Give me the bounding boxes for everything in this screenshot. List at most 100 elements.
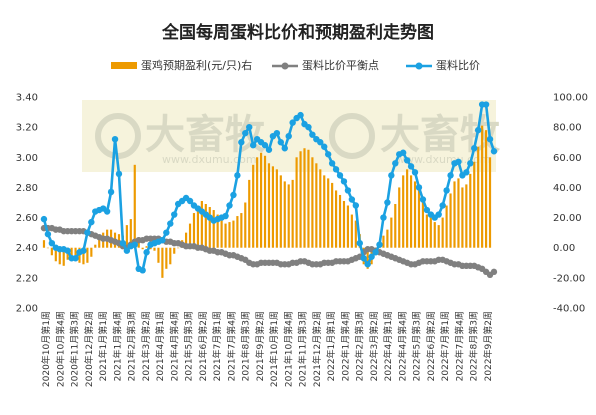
profit-bar xyxy=(331,182,334,248)
y-left-tick-label: 3.20 xyxy=(16,123,38,134)
ratio-point xyxy=(249,142,257,149)
profit-bar xyxy=(165,247,168,269)
profit-bar xyxy=(271,166,275,248)
profit-bar xyxy=(338,194,342,248)
ratio-point xyxy=(167,220,174,227)
ratio-point xyxy=(265,146,273,153)
ratio-point xyxy=(242,129,249,137)
x-tick-label: 2022年8月第3周 xyxy=(468,311,480,381)
y-right-tick-label: 0.00 xyxy=(553,243,575,254)
profit-bar xyxy=(417,187,421,248)
ratio-point xyxy=(328,160,336,167)
profit-bar xyxy=(327,178,330,248)
profit-bar xyxy=(366,247,369,269)
ratio-point xyxy=(376,241,383,248)
profit-bar xyxy=(46,247,50,249)
y-right-tick-label: 80.00 xyxy=(553,123,582,134)
ratio-point xyxy=(360,255,367,262)
ratio-point xyxy=(332,166,340,173)
profit-bar xyxy=(287,184,290,248)
ratio-point xyxy=(348,196,356,203)
profit-bar xyxy=(279,175,282,248)
ratio-point xyxy=(403,157,411,164)
profit-bar xyxy=(295,157,298,248)
profit-bar xyxy=(86,247,89,263)
ratio-point xyxy=(380,214,387,221)
ratio-point xyxy=(297,111,304,119)
ratio-point xyxy=(281,145,288,152)
profit-bar xyxy=(386,229,389,248)
profit-bar xyxy=(244,202,247,248)
ratio-point xyxy=(305,123,312,131)
x-tick-label: 2022年5月第3周 xyxy=(411,311,423,381)
profit-bar xyxy=(153,247,156,251)
profit-bar xyxy=(291,179,294,248)
x-tick-label: 2021年5月第3周 xyxy=(183,311,195,381)
ratio-point xyxy=(471,145,478,152)
profit-bar xyxy=(149,247,152,250)
legend-label-ratio: 蛋料比价 xyxy=(436,58,480,72)
profit-bar xyxy=(50,247,53,256)
profit-bar xyxy=(402,175,405,248)
profit-bar xyxy=(228,222,231,248)
profit-bar xyxy=(208,207,211,248)
y-left-tick-label: 3.40 xyxy=(16,93,38,104)
ratio-point xyxy=(234,172,241,179)
profit-bar xyxy=(141,247,144,250)
profit-bar xyxy=(252,164,255,248)
legend-swatch-profit xyxy=(111,62,137,69)
x-tick-label: 2021年11月第3周 xyxy=(297,311,309,387)
profit-bar xyxy=(445,205,448,248)
ratio-point xyxy=(372,249,379,256)
ratio-point xyxy=(317,139,324,146)
profit-bar xyxy=(216,214,219,248)
ratio-point xyxy=(123,247,131,254)
ratio-point xyxy=(443,187,450,194)
profit-bar xyxy=(192,213,196,248)
x-tick-label: 2021年10月第1周 xyxy=(268,311,280,387)
profit-bar xyxy=(74,247,77,256)
profit-bar xyxy=(212,210,215,248)
y-left-tick-label: 2.80 xyxy=(16,183,38,194)
profit-bar xyxy=(394,204,397,248)
profit-bar xyxy=(236,216,239,248)
x-tick-label: 2020年12月第2周 xyxy=(83,311,95,387)
profit-bar xyxy=(350,214,353,248)
watermark-url: www.dxumu.com xyxy=(396,153,491,166)
ratio-point xyxy=(103,208,111,215)
ratio-point xyxy=(392,160,399,167)
profit-bar xyxy=(200,200,203,248)
y-left-tick-label: 2.40 xyxy=(16,243,38,254)
profit-bar xyxy=(94,244,97,248)
profit-bar xyxy=(433,222,436,248)
x-tick-label: 2022年4月第4周 xyxy=(397,311,409,381)
x-axis: 2020年10月第1周 2020年10月第4周 2020年11月第3周 2020年12… xyxy=(40,311,494,387)
ratio-point xyxy=(482,101,490,108)
profit-bar xyxy=(224,223,227,248)
profit-bar xyxy=(413,181,417,248)
profit-bar xyxy=(263,155,267,248)
x-tick-label: 2020年10月第4周 xyxy=(54,311,66,387)
y-right-tick-label: 60.00 xyxy=(553,153,582,164)
ratio-point xyxy=(388,172,395,179)
watermark: 大畜牧 www.dxumu.com 大畜牧 www.dxumu.com xyxy=(82,100,501,172)
profit-bar xyxy=(382,235,385,248)
ratio-point xyxy=(159,236,166,244)
ratio-point xyxy=(163,229,170,236)
profit-bar xyxy=(449,193,452,248)
legend-label-balance: 蛋料比价平衡点 xyxy=(302,58,379,72)
profit-bar xyxy=(453,181,456,248)
y-axis-left: 2.00 2.20 2.40 2.60 2.80 3.00 3.20 3.40 xyxy=(16,93,38,315)
profit-bar xyxy=(437,225,440,248)
profit-bar xyxy=(334,190,338,248)
profit-bar xyxy=(196,205,200,248)
profit-bar xyxy=(275,169,278,248)
profit-bar xyxy=(283,181,286,248)
profit-bar xyxy=(54,247,57,262)
profit-bar xyxy=(303,148,306,248)
profit-bar xyxy=(409,175,413,248)
ratio-point xyxy=(447,172,454,179)
legend-marker-balance xyxy=(281,62,289,70)
ratio-point xyxy=(356,239,363,247)
